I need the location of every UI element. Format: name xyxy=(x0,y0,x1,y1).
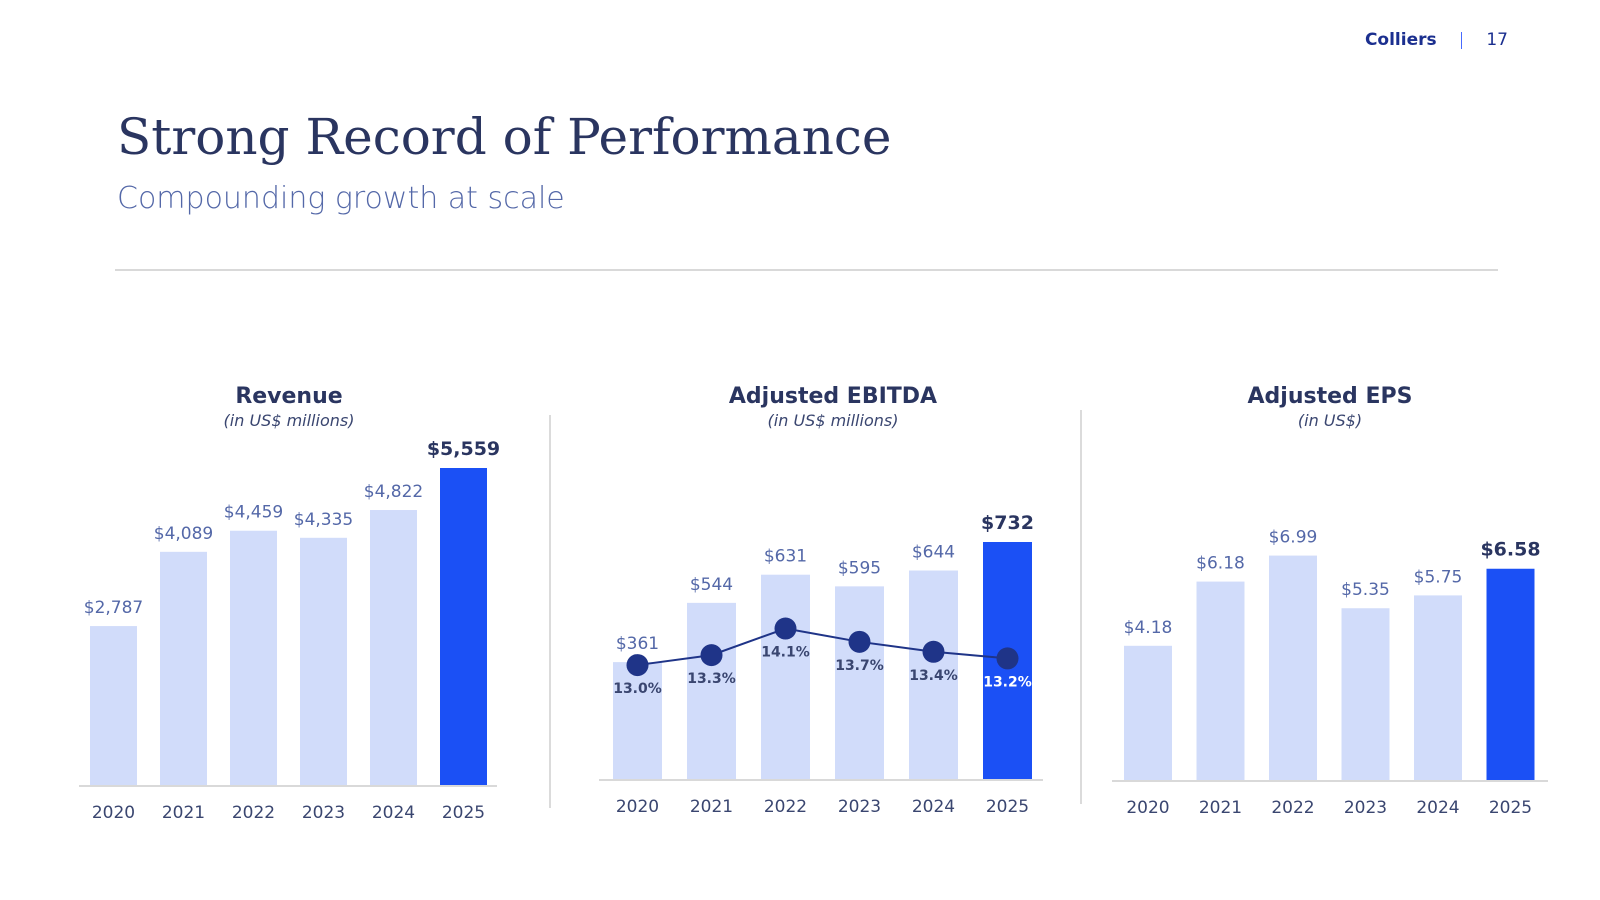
bar-2024 xyxy=(909,570,958,779)
x-tick-2024: 2024 xyxy=(372,803,415,823)
bar-2022 xyxy=(1269,555,1317,780)
value-label-2023: $5.35 xyxy=(1341,580,1390,600)
margin-label-2024: 13.4% xyxy=(909,668,958,684)
x-tick-2022: 2022 xyxy=(764,797,807,817)
bar-2023 xyxy=(300,537,347,785)
x-tick-2021: 2021 xyxy=(690,797,733,817)
value-label-2022: $6.99 xyxy=(1269,528,1318,548)
chart-unit-label: (in US$ millions) xyxy=(224,411,355,430)
page-subtitle: Compounding growth at scale xyxy=(117,181,565,216)
x-tick-2024: 2024 xyxy=(1416,798,1459,818)
margin-point-2025 xyxy=(996,647,1019,670)
title-divider xyxy=(115,269,1498,271)
value-label-2024: $4,822 xyxy=(364,482,423,502)
value-label-2022: $631 xyxy=(764,547,807,567)
x-tick-2023: 2023 xyxy=(302,803,345,823)
page-title: Strong Record of Performance xyxy=(117,108,892,166)
value-label-2025: $6.58 xyxy=(1480,539,1540,561)
margin-label-2023: 13.7% xyxy=(835,658,884,674)
margin-point-2020 xyxy=(626,654,649,677)
chart-title: Adjusted EPS xyxy=(1248,384,1413,409)
value-label-2024: $5.75 xyxy=(1414,567,1463,587)
x-tick-2021: 2021 xyxy=(162,803,205,823)
bar-2021 xyxy=(1196,581,1245,780)
value-label-2023: $595 xyxy=(838,558,881,578)
value-label-2021: $6.18 xyxy=(1196,554,1245,574)
value-label-2020: $2,787 xyxy=(84,598,143,618)
bar-2023 xyxy=(835,586,884,779)
page-number: 17 xyxy=(1486,30,1508,50)
value-label-2023: $4,335 xyxy=(294,510,353,530)
margin-line xyxy=(637,627,1008,667)
value-label-2025: $5,559 xyxy=(427,438,500,460)
x-tick-2023: 2023 xyxy=(838,797,881,817)
value-label-2021: $544 xyxy=(690,575,733,595)
margin-label-2021: 13.3% xyxy=(687,671,736,687)
bar-2021 xyxy=(687,602,736,779)
chart-unit-label: (in US$ millions) xyxy=(768,411,899,430)
bar-2020 xyxy=(613,662,662,779)
x-tick-2022: 2022 xyxy=(232,803,275,823)
bar-2021 xyxy=(160,551,207,785)
chart-3: Adjusted EPS (in US$) $4.18 2020 $6.18 2021 $6… xyxy=(1112,384,1548,818)
margin-point-2022 xyxy=(774,617,797,640)
margin-label-2022: 14.1% xyxy=(761,645,810,661)
margin-label-2020: 13.0% xyxy=(613,681,662,697)
x-tick-2025: 2025 xyxy=(1489,798,1532,818)
bar-2022 xyxy=(230,530,277,785)
bar-2020 xyxy=(90,626,137,785)
bar-2020 xyxy=(1124,645,1172,780)
margin-point-2023 xyxy=(848,630,871,653)
x-tick-2020: 2020 xyxy=(92,803,135,823)
chart-1: Revenue (in US$ millions) $2,787 2020 $4,089… xyxy=(79,384,500,823)
value-label-2025: $732 xyxy=(981,512,1034,534)
x-tick-2025: 2025 xyxy=(986,797,1029,817)
header-separator: | xyxy=(1458,30,1465,50)
bar-2022 xyxy=(761,574,810,779)
chart-2: Adjusted EBITDA (in US$ millions) $361 2020… xyxy=(599,384,1043,817)
value-label-2020: $4.18 xyxy=(1124,618,1173,638)
margin-label-2025: 13.2% xyxy=(983,674,1032,690)
bar-2023 xyxy=(1341,608,1390,780)
x-tick-2021: 2021 xyxy=(1199,798,1242,818)
bar-2024 xyxy=(370,510,417,785)
margin-point-2024 xyxy=(922,640,945,663)
x-tick-2020: 2020 xyxy=(1126,798,1169,818)
margin-point-2021 xyxy=(700,644,723,667)
bar-2025 xyxy=(1486,568,1535,780)
bar-2024 xyxy=(1414,595,1462,780)
x-tick-2020: 2020 xyxy=(616,797,659,817)
chart-title: Revenue xyxy=(235,384,342,409)
x-tick-2023: 2023 xyxy=(1344,798,1387,818)
value-label-2022: $4,459 xyxy=(224,503,283,523)
page-header: Colliers | 17 xyxy=(1365,30,1508,50)
value-label-2020: $361 xyxy=(616,634,659,654)
x-tick-2025: 2025 xyxy=(442,803,485,823)
x-tick-2022: 2022 xyxy=(1271,798,1314,818)
x-tick-2024: 2024 xyxy=(912,797,955,817)
bar-2025 xyxy=(440,468,487,785)
chart-unit-label: (in US$) xyxy=(1298,411,1362,430)
chart-title: Adjusted EBITDA xyxy=(729,384,937,409)
value-label-2021: $4,089 xyxy=(154,524,213,544)
value-label-2024: $644 xyxy=(912,542,955,562)
brand-name: Colliers xyxy=(1364,30,1437,50)
